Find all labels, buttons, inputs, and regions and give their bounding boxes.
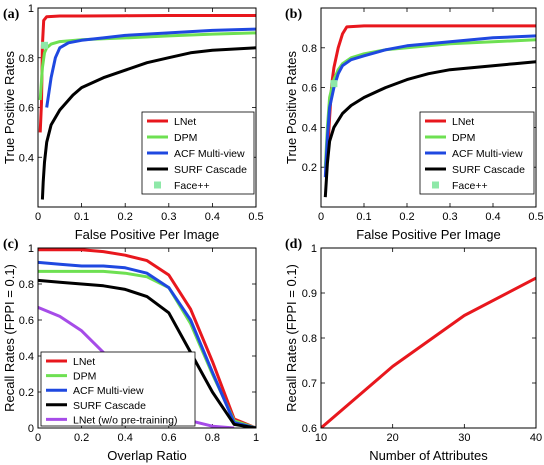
- y-tick-label: 0.2: [19, 387, 34, 399]
- plot-frame: [37, 247, 257, 429]
- legend-entry: LNet (w/o pre-training): [73, 414, 177, 426]
- y-axis-label: Recall Rates (FPPI = 0.1): [284, 264, 299, 412]
- legend-entry: ACF Multi-view: [73, 385, 144, 397]
- plot-frame: [320, 247, 537, 429]
- x-axis-label: False Positive Per Image: [75, 227, 220, 242]
- x-tick-label: 0: [35, 211, 41, 223]
- series-group: [323, 24, 536, 198]
- series-group: [38, 248, 256, 428]
- legend: LNet DPM ACF Multi-view SURF Cascade LNet (w…: [40, 351, 196, 427]
- series-line-series: [321, 276, 536, 428]
- y-tick-label: 0.8: [302, 333, 317, 345]
- series-line-surf-cascade: [323, 60, 536, 198]
- y-tick-label: 0.7: [302, 378, 317, 390]
- panel-a: (a) 0 0.1 0.2 0.3 0.4 0.5 0.4 0.6 0.8 1 False Posit…: [2, 3, 264, 242]
- face-plus-plus-marker: [41, 41, 49, 49]
- x-tick-label: 0.4: [118, 432, 133, 444]
- x-tick-label: 0.2: [118, 211, 133, 223]
- x-tick-label: 20: [387, 432, 399, 444]
- x-tick-label: 40: [530, 432, 542, 444]
- panel-label: (c): [3, 237, 19, 252]
- y-axis-label: True Positive Rates: [284, 51, 299, 164]
- x-tick-label: 0.6: [161, 432, 176, 444]
- panel-label: (a): [3, 7, 20, 22]
- series-line-acf-multi-view: [45, 27, 256, 108]
- x-tick-label: 0.3: [161, 211, 176, 223]
- legend-entry: LNet: [452, 116, 474, 128]
- legend: LNet DPM ACF Multi-view SURF Cascade Face++: [141, 111, 255, 195]
- y-axis-label: True Positive Rates: [2, 51, 17, 164]
- y-tick-label: 1: [311, 243, 317, 255]
- plot-frame: [320, 7, 537, 208]
- y-tick-label: 0.9: [302, 288, 317, 300]
- x-axis-label: Number of Attributes: [369, 448, 488, 463]
- y-tick-label: 1: [28, 3, 34, 15]
- y-tick-label: 0: [28, 423, 34, 435]
- legend-entry: Face++: [174, 180, 210, 192]
- plot-frame: [37, 7, 257, 208]
- legend: LNet DPM ACF Multi-view SURF Cascade Face++: [419, 111, 535, 195]
- x-tick-label: 0.5: [528, 211, 543, 223]
- y-tick-label: 0.4: [302, 122, 317, 134]
- x-tick-label: 0: [35, 432, 41, 444]
- x-tick-label: 30: [458, 432, 470, 444]
- legend-entry: LNet: [174, 116, 196, 128]
- y-tick-label: 0.8: [19, 53, 34, 65]
- panel-label: (b): [285, 7, 302, 22]
- panel-b: (b) 0 0.1 0.2 0.3 0.4 0.5 0.2 0.4 0.6 0.8 False Pos…: [284, 7, 544, 242]
- legend-entry: SURF Cascade: [174, 164, 247, 176]
- x-tick-label: 0.5: [248, 211, 263, 223]
- legend-entry: DPM: [174, 132, 197, 144]
- y-tick-label: 1: [28, 243, 34, 255]
- legend-entry: DPM: [452, 132, 475, 144]
- series-line-dpm: [323, 38, 536, 168]
- legend-marker: [432, 181, 439, 189]
- x-tick-label: 0: [318, 211, 324, 223]
- series-group: [38, 14, 256, 200]
- x-tick-label: 0.3: [442, 211, 457, 223]
- series-line-surf-cascade: [40, 46, 256, 200]
- x-tick-label: 0.1: [74, 211, 89, 223]
- legend-marker: [154, 181, 161, 189]
- y-tick-label: 0.4: [19, 351, 34, 363]
- series-line-acf-multi-view: [38, 260, 256, 428]
- panel-d: (d) 10 20 30 40 0.6 0.7 0.8 0.9 1 Number of Attrib…: [284, 237, 542, 463]
- series-line-surf-cascade: [38, 278, 256, 428]
- legend-entry: DPM: [73, 371, 96, 383]
- y-tick-label: 0.6: [302, 83, 317, 95]
- panel-c: (c) 0 0.2 0.4 0.6 0.8 1 0 0.2 0.4 0.6 0.8 1 Overlap R…: [2, 237, 259, 463]
- y-tick-label: 0.6: [302, 423, 317, 435]
- y-axis-label: Recall Rates (FPPI = 0.1): [2, 264, 17, 412]
- y-tick-label: 0.4: [19, 152, 34, 164]
- series-line-lnet: [38, 248, 256, 428]
- panel-label: (d): [285, 237, 302, 252]
- x-tick-label: 0.1: [356, 211, 371, 223]
- legend-entry: ACF Multi-view: [452, 148, 523, 160]
- series-line-acf-multi-view: [323, 34, 536, 178]
- x-tick-label: 0.4: [485, 211, 500, 223]
- x-tick-label: 0.8: [205, 432, 220, 444]
- x-tick-label: 10: [315, 432, 327, 444]
- x-axis-label: False Positive Per Image: [356, 227, 501, 242]
- x-tick-label: 0.4: [205, 211, 220, 223]
- y-tick-label: 0.6: [19, 315, 34, 327]
- legend-entry: Face++: [452, 180, 488, 192]
- y-tick-label: 0.2: [302, 162, 317, 174]
- legend-entry: SURF Cascade: [452, 164, 525, 176]
- series-group: [321, 276, 536, 428]
- legend-entry: ACF Multi-view: [174, 148, 245, 160]
- x-tick-label: 0.2: [399, 211, 414, 223]
- x-tick-label: 0.2: [74, 432, 89, 444]
- face-plus-plus-marker: [330, 80, 338, 88]
- series-line-dpm: [38, 31, 256, 101]
- legend-entry: LNet: [73, 356, 95, 368]
- legend-entry: SURF Cascade: [73, 400, 146, 412]
- y-tick-label: 0.8: [302, 43, 317, 55]
- x-tick-label: 1: [253, 432, 259, 444]
- y-tick-label: 0.6: [19, 103, 34, 115]
- x-axis-label: Overlap Ratio: [107, 448, 186, 463]
- y-tick-label: 0.8: [19, 279, 34, 291]
